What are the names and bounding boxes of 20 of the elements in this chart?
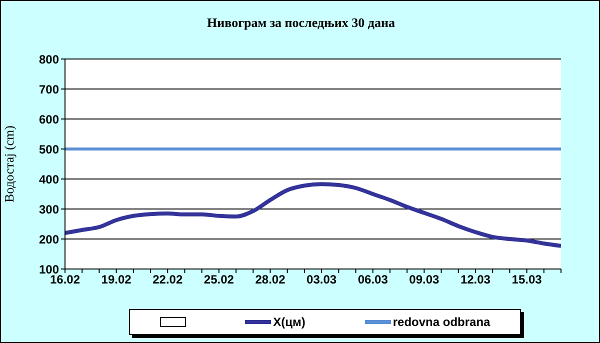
y-tick-label: 200 (38, 232, 60, 246)
legend-label: redovna odbrana (392, 315, 490, 329)
y-tick-label: 500 (38, 142, 60, 156)
y-tick-label: 400 (38, 172, 60, 186)
y-tick-label: 600 (38, 112, 60, 126)
x-tick-label: 22.02 (152, 272, 183, 287)
legend-label: X(цм) (273, 315, 306, 329)
y-tick-label: 800 (38, 52, 60, 66)
y-tick-label: 300 (38, 202, 60, 216)
x-tick-label: 06.03 (358, 272, 388, 287)
x-tick-label: 09.03 (409, 272, 440, 287)
x-tick-label: 25.02 (204, 272, 234, 287)
chart-title: Нивограм за последњих 30 дана (206, 15, 396, 31)
x-tick-label: 03.03 (306, 272, 337, 287)
x-tick-label: 12.03 (460, 272, 491, 287)
x-tick-label: 28.02 (255, 272, 286, 287)
x-tick-label: 19.02 (101, 272, 132, 287)
y-tick-label: 700 (38, 82, 60, 96)
x-tick-label: 15.03 (512, 272, 542, 287)
y-axis-title: Водостај (cm) (2, 125, 17, 203)
